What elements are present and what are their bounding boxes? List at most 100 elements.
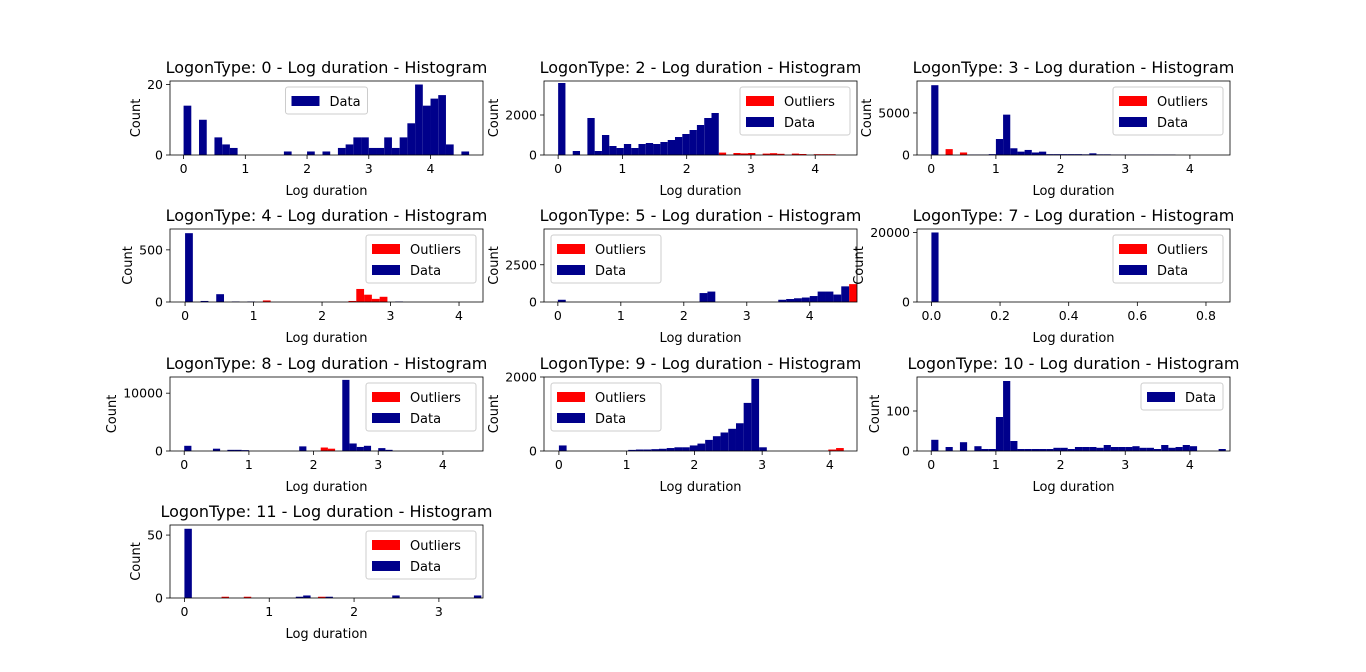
legend: Outliers Data (550, 382, 662, 432)
x-tick-label: 4 (439, 457, 447, 472)
y-axis-label: Count (860, 99, 875, 138)
x-tick-label: 3 (758, 457, 766, 472)
legend-swatch-outliers (557, 392, 585, 402)
bar-data (572, 151, 581, 155)
bar-data (1024, 149, 1032, 155)
bar-data (1118, 447, 1126, 451)
bar-outliers (262, 300, 271, 302)
bar-data (399, 137, 408, 155)
axes-frame (543, 80, 858, 156)
bar-data (385, 449, 393, 451)
x-tick-label: 2 (1057, 457, 1065, 472)
x-tick-label: 2 (310, 457, 318, 472)
bar-data (1218, 449, 1226, 451)
bar-data (295, 596, 304, 598)
bar-data (1089, 153, 1097, 155)
x-tick-label: 1 (241, 161, 249, 176)
legend-swatch-data (557, 413, 585, 423)
y-tick-label: 2500 (505, 257, 537, 272)
x-tick-label: 0 (180, 457, 188, 472)
bar-data (974, 446, 982, 451)
y-tick-label: 0 (902, 444, 910, 459)
bar-outliers (762, 153, 770, 155)
legend-box (285, 86, 368, 115)
legend-swatch-outliers (746, 96, 774, 106)
subplot-title: LogonType: 8 - Log duration - Histogram (166, 354, 488, 373)
subplot-logontype-4: 0 1 2 3 4 0 2500 LogonType: 5 - Log duration - … (487, 206, 861, 346)
x-tick-label: 2 (318, 308, 326, 323)
legend-label-data: Data (784, 116, 815, 131)
bar-data (212, 448, 221, 451)
axes-frame (169, 228, 484, 303)
legend-label-outliers: Outliers (410, 391, 461, 406)
x-tick-label: 1 (992, 161, 1000, 176)
bar-data (438, 95, 446, 155)
x-axis-label: Log duration (659, 480, 741, 495)
x-tick-label: 1 (623, 457, 631, 472)
legend-label-outliers: Outliers (1157, 95, 1208, 110)
bar-outliers (318, 596, 326, 598)
subplot-logontype-8: 0 1 2 3 4 0 100 LogonType: 10 - Log duration - … (868, 354, 1239, 495)
bar-data (1146, 447, 1154, 451)
legend-label-data: Data (1157, 264, 1188, 279)
bar-data (558, 445, 567, 451)
axes-frame (169, 524, 484, 599)
legend-swatch-outliers (1119, 96, 1147, 106)
bar-data (651, 449, 660, 451)
legend: Outliers Data (365, 382, 477, 432)
bar-data (1074, 447, 1083, 451)
bar-data (407, 123, 416, 155)
x-axis-label: Log duration (1032, 331, 1114, 346)
bar-data (392, 595, 400, 598)
legend-swatch-outliers (372, 392, 400, 402)
bar-data (645, 143, 654, 155)
bar-data (674, 137, 683, 155)
y-tick-label: 0 (155, 591, 163, 606)
bar-data (445, 144, 454, 155)
bar-data (635, 449, 644, 451)
x-tick-label: 3 (365, 161, 373, 176)
legend-label-outliers: Outliers (595, 243, 646, 258)
bar-data (307, 151, 315, 155)
x-tick-label: 0 (554, 308, 562, 323)
x-axis-label: Log duration (285, 480, 367, 495)
bar-data (361, 137, 369, 155)
bar-data (743, 402, 752, 451)
subplot-title: LogonType: 5 - Log duration - Histogram (540, 206, 862, 225)
y-axis-label: Count (487, 99, 502, 138)
bar-data (1010, 441, 1018, 451)
x-tick-label: 2 (303, 161, 311, 176)
legend-swatch-data (372, 561, 400, 571)
y-tick-label: 5000 (878, 105, 910, 120)
bar-data (794, 298, 802, 302)
bar-data (1003, 114, 1011, 155)
bar-outliers (371, 298, 380, 302)
x-tick-label: 3 (747, 161, 755, 176)
y-axis-label: Count (105, 395, 120, 434)
legend: Data (1140, 382, 1224, 411)
x-tick-label: 3 (374, 457, 382, 472)
bar-data (200, 300, 209, 302)
bar-data (601, 135, 610, 155)
bar-data (345, 144, 354, 155)
legend: Outliers Data (550, 234, 662, 284)
x-tick-label: 4 (826, 457, 834, 472)
x-tick-label: 3 (1121, 161, 1129, 176)
x-tick-label: 4 (455, 308, 463, 323)
bar-data (628, 449, 636, 451)
bar-outliers (327, 448, 336, 451)
bar-data (1096, 447, 1104, 451)
legend: Outliers Data (365, 530, 477, 580)
bar-data (227, 449, 235, 451)
bar-data (638, 144, 646, 155)
bar-outliers (379, 296, 388, 302)
legend-label-data: Data (410, 560, 441, 575)
axes-frame (916, 228, 1231, 303)
bar-data (809, 296, 818, 302)
x-tick-label: 0.0 (921, 308, 941, 323)
bar-data (184, 528, 192, 598)
x-tick-label: 0 (554, 161, 562, 176)
